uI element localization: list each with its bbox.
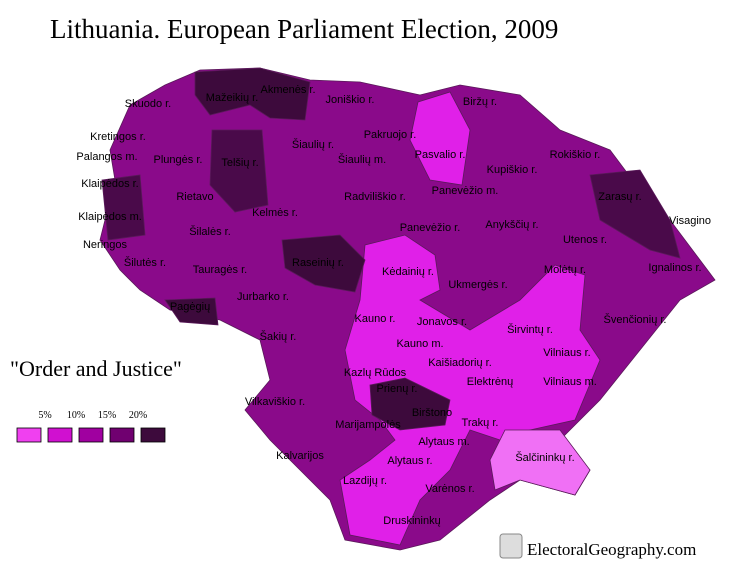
region-label: Trakų r. xyxy=(462,417,499,429)
region-dark xyxy=(164,297,219,326)
region-label: Kretingos r. xyxy=(90,131,146,143)
legend xyxy=(16,427,166,443)
region-dark xyxy=(589,169,681,259)
credit: ElectoralGeography.com xyxy=(527,540,696,559)
region-light xyxy=(409,91,471,186)
region-label: Jurbarko r. xyxy=(237,291,289,303)
region-label: Zarasų r. xyxy=(598,191,641,203)
region-label: Kaišiadorių r. xyxy=(428,357,492,369)
region-label: Pasvalio r. xyxy=(415,149,466,161)
region-label: Kelmės r. xyxy=(252,207,298,219)
region-label: Kalvarijos xyxy=(276,450,324,462)
region-label: Visagino xyxy=(669,215,711,227)
region-lighter xyxy=(489,429,591,496)
region-label: Druskininkų xyxy=(383,515,440,527)
region-label: Ignalinos r. xyxy=(648,262,701,274)
region-label: Telšių r. xyxy=(221,157,258,169)
region-label: Šilutės r. xyxy=(124,256,166,269)
region-label: Vilkaviškio r. xyxy=(245,396,305,408)
region-label: Šilalės r. xyxy=(189,225,231,238)
legend-swatch xyxy=(140,427,166,443)
region-label: Kauno m. xyxy=(396,338,443,350)
country xyxy=(99,67,716,551)
credit-icon xyxy=(499,533,523,559)
region-label: Birštono xyxy=(412,407,452,419)
region-label: Rietavo xyxy=(176,191,213,203)
legend-title: "Order and Justice" xyxy=(10,356,182,381)
region-label: Šiaulių m. xyxy=(338,153,386,166)
region-label: Klaipėdos m. xyxy=(78,211,142,223)
region-label: Molėtų r. xyxy=(544,264,586,276)
region-label: Šakių r. xyxy=(260,330,297,343)
region-label: Varėnos r. xyxy=(425,483,474,495)
legend-swatch xyxy=(78,427,104,443)
legend-label: 10% xyxy=(67,410,85,421)
region-label: Akmenės r. xyxy=(260,84,315,96)
region-dark xyxy=(194,67,311,121)
region-label: Elektrėnų xyxy=(467,376,513,388)
region-label: Šiaulių r. xyxy=(292,138,334,151)
region-dark xyxy=(209,129,269,213)
region-label: Radviliškio r. xyxy=(344,191,406,203)
legend-label: 15% xyxy=(98,410,116,421)
region-label: Skuodo r. xyxy=(125,98,171,110)
region-label: Alytaus r. xyxy=(387,455,432,467)
region-label: Anykščių r. xyxy=(485,219,538,231)
region-label: Lazdijų r. xyxy=(343,475,387,487)
legend-swatch xyxy=(16,427,42,443)
region-label: Vilniaus m. xyxy=(543,376,597,388)
region-label: Raseinių r. xyxy=(292,257,344,269)
region-label: Utenos r. xyxy=(563,234,607,246)
region-label: Šalčininkų r. xyxy=(515,451,574,464)
region-dark xyxy=(101,174,146,241)
region-label: Tauragės r. xyxy=(193,264,247,276)
region-label: Panevėžio m. xyxy=(432,185,499,197)
region-dark xyxy=(369,377,451,431)
region-label: Ukmergės r. xyxy=(448,279,507,291)
region-label: Vilniaus r. xyxy=(543,347,591,359)
region-label: Mažeikių r. xyxy=(206,92,259,104)
region-label: Švenčionių r. xyxy=(604,313,667,326)
region-label: Plungės r. xyxy=(154,154,203,166)
region-label: Prienų r. xyxy=(377,383,418,395)
legend-label: 20% xyxy=(129,410,147,421)
region-label: Kazlų Rūdos xyxy=(344,367,407,379)
legend-labels: 5% 10% 15% 20% xyxy=(38,410,147,421)
region-label: Jonavos r. xyxy=(417,316,467,328)
region-label: Joniškio r. xyxy=(326,94,375,106)
region-label: Klaipėdos r. xyxy=(81,178,138,190)
region-label: Pagėgių xyxy=(170,301,210,313)
region-label: Marijampolės xyxy=(335,419,401,431)
map-title: Lithuania. European Parliament Election,… xyxy=(50,14,558,44)
legend-swatch xyxy=(109,427,135,443)
legend-label: 5% xyxy=(38,410,51,421)
region-label: Panevėžio r. xyxy=(400,222,461,234)
region-label: Rokiškio r. xyxy=(550,149,601,161)
region-label: Širvintų r. xyxy=(507,323,553,336)
region-label: Pakruojo r. xyxy=(364,129,417,141)
region-label: Kupiškio r. xyxy=(487,164,538,176)
region-label: Kėdainių r. xyxy=(382,266,434,278)
region-label: Neringos xyxy=(83,239,128,251)
region-label: Kauno r. xyxy=(355,313,396,325)
region-label: Biržų r. xyxy=(463,96,497,108)
region-label: Alytaus m. xyxy=(418,436,469,448)
region-label: Palangos m. xyxy=(76,151,137,163)
region-labels: Skuodo r. Mažeikių r.Akmenės r. Joniškio r… xyxy=(76,84,711,527)
region-dark xyxy=(281,234,366,293)
legend-swatch xyxy=(47,427,73,443)
